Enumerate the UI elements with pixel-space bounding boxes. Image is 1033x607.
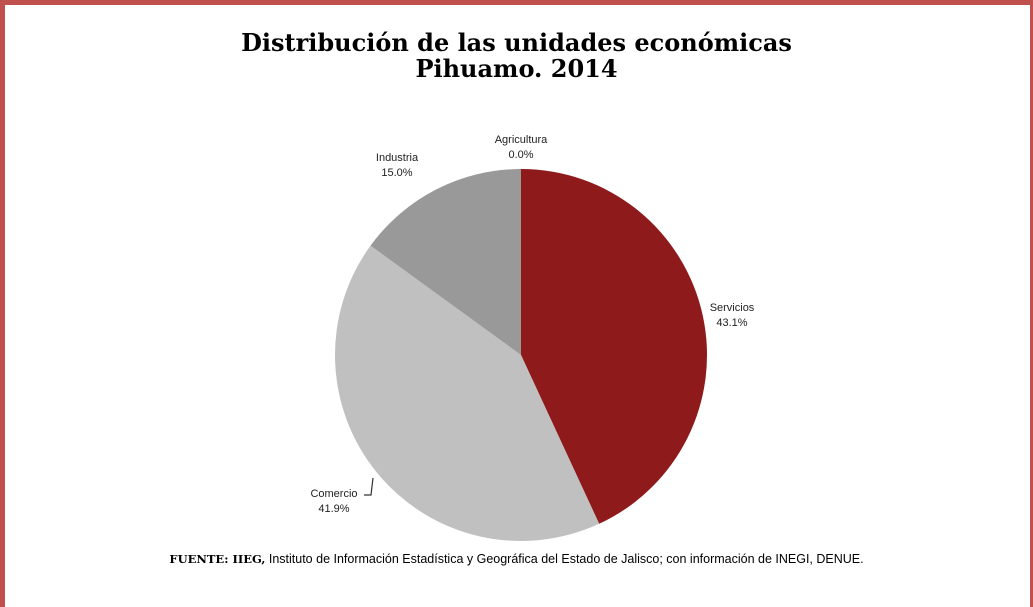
chart-title-line-2: Pihuamo. 2014: [415, 54, 618, 83]
source-label: FUENTE: IIEG,: [169, 552, 266, 566]
slice-industria: [370, 169, 521, 355]
chart-title-line-1: Distribución de las unidades económicas: [241, 28, 792, 57]
label-comercio: Comercio: [310, 488, 357, 500]
value-agricultura: 0.0%: [508, 149, 533, 161]
slice-servicios: [521, 169, 707, 524]
pie-labels: Agricultura 0.0% Servicios 43.1% Comercio 41.…: [310, 134, 754, 515]
label-industria: Industria: [376, 152, 419, 164]
pie-slices: [334, 169, 707, 541]
leader-line-comercio: [364, 477, 374, 496]
label-servicios: Servicios: [710, 302, 755, 314]
value-comercio: 41.9%: [318, 503, 349, 515]
source-note: FUENTE: IIEG, Instituto de Información E…: [0, 552, 1033, 566]
chart-title: Distribución de las unidades económicas …: [0, 30, 1033, 82]
slice-comercio: [334, 245, 600, 541]
value-industria: 15.0%: [381, 167, 412, 179]
label-agricultura: Agricultura: [495, 134, 548, 146]
source-text: Instituto de Información Estadística y G…: [265, 552, 864, 566]
value-servicios: 43.1%: [716, 317, 747, 329]
